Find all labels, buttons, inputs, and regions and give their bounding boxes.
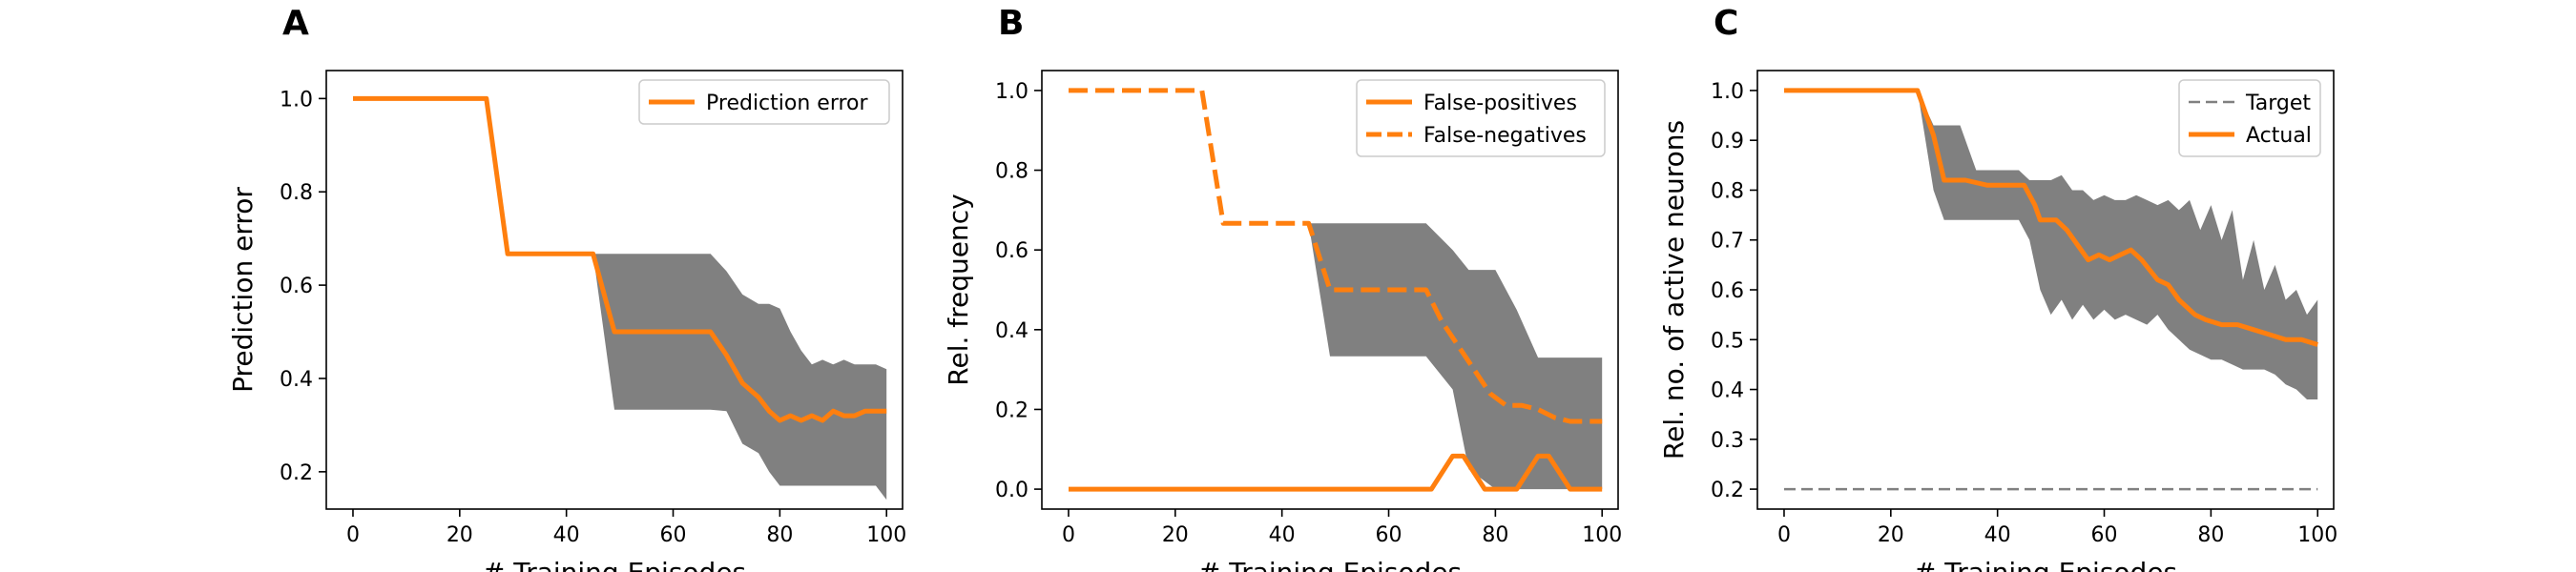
y-tick-label: 0.2 (995, 398, 1028, 422)
x-tick-label: 40 (553, 523, 580, 547)
series-line-false-positives (1069, 453, 1603, 492)
legend-label: Actual (2246, 124, 2312, 148)
y-tick-label: 0.8 (1711, 179, 1744, 203)
x-tick-label: 80 (2197, 523, 2224, 547)
x-axis-title: # Training Episodes (1914, 557, 2177, 572)
y-axis-title: Rel. frequency (943, 194, 974, 385)
legend-label: False-negatives (1423, 124, 1587, 148)
y-tick-label: 1.0 (280, 88, 313, 112)
y-tick-label: 0.5 (1711, 329, 1744, 353)
x-axis-title: # Training Episodes (483, 557, 746, 572)
x-tick-label: 0 (1062, 523, 1075, 547)
y-tick-label: 0.8 (995, 160, 1028, 184)
legend-box (2178, 79, 2321, 157)
y-tick-label: 0.3 (1711, 429, 1744, 453)
y-tick-label: 0.4 (995, 319, 1028, 343)
y-axis-title: Prediction error (227, 187, 259, 393)
plot-area (353, 95, 887, 500)
y-tick-label: 0.9 (1711, 130, 1744, 153)
y-tick-label: 0.0 (995, 479, 1028, 502)
y-tick-label: 0.7 (1711, 230, 1744, 254)
panel-letter: A (282, 4, 309, 43)
legend-label: False-positives (1423, 92, 1577, 115)
x-tick-label: 40 (1984, 523, 2011, 547)
y-tick-label: 0.6 (280, 275, 313, 298)
series-line-actual (1784, 88, 2318, 347)
x-tick-label: 40 (1269, 523, 1296, 547)
y-tick-label: 0.8 (280, 181, 313, 205)
legend-label: Target (2245, 92, 2311, 115)
x-tick-label: 0 (1777, 523, 1791, 547)
x-tick-label: 60 (1376, 523, 1402, 547)
panel-c: 0 20 40 60 80 100 0.2 0.3 0.4 0.5 0.6 0.7 0.8 0.9 1.0 #… (1658, 4, 2337, 572)
y-axis-title: Rel. no. of active neurons (1658, 120, 1690, 460)
y-tick-label: 0.4 (1711, 379, 1744, 403)
panel-b: 0 20 40 60 80 100 0.0 0.2 0.4 0.6 0.8 1.0 # Training… (943, 4, 1622, 572)
x-tick-label: 60 (2091, 523, 2118, 547)
x-tick-label: 60 (660, 523, 687, 547)
x-tick-label: 80 (1482, 523, 1508, 547)
y-tick-label: 0.6 (1711, 279, 1744, 303)
x-tick-label: 100 (2297, 523, 2337, 547)
axes-frame (1041, 70, 1619, 510)
legend: Target Actual (2178, 79, 2321, 157)
x-tick-label: 100 (866, 523, 906, 547)
plot-area (1069, 88, 1603, 492)
std-band (1308, 223, 1603, 490)
panel-letter: B (998, 4, 1024, 43)
series-line-false-negatives (1069, 88, 1603, 424)
y-tick-label: 1.0 (1711, 80, 1744, 104)
panel-letter: C (1714, 4, 1738, 43)
x-tick-label: 0 (346, 523, 360, 547)
y-tick-label: 1.0 (995, 80, 1028, 104)
axes-frame (325, 70, 904, 510)
legend: False-positives False-negatives (1356, 79, 1606, 157)
x-tick-label: 80 (766, 523, 793, 547)
x-axis-title: # Training Episodes (1198, 557, 1462, 572)
legend-box (638, 79, 890, 125)
x-tick-label: 20 (447, 523, 473, 547)
legend-label: Prediction error (706, 92, 868, 115)
y-tick-label: 0.2 (280, 461, 313, 485)
plot-area (1784, 88, 2318, 491)
panel-a: 0 20 40 60 80 100 0.2 0.4 0.6 0.8 1.0 # Training Ep… (227, 4, 906, 572)
x-tick-label: 100 (1582, 523, 1622, 547)
legend-box (1356, 79, 1606, 157)
x-tick-label: 20 (1162, 523, 1189, 547)
x-tick-label: 20 (1878, 523, 1904, 547)
y-tick-label: 0.2 (1711, 479, 1744, 502)
legend: Prediction error (638, 79, 890, 125)
y-tick-label: 0.6 (995, 239, 1028, 263)
series-line-prediction-error (353, 95, 887, 423)
y-tick-label: 0.4 (280, 368, 313, 392)
